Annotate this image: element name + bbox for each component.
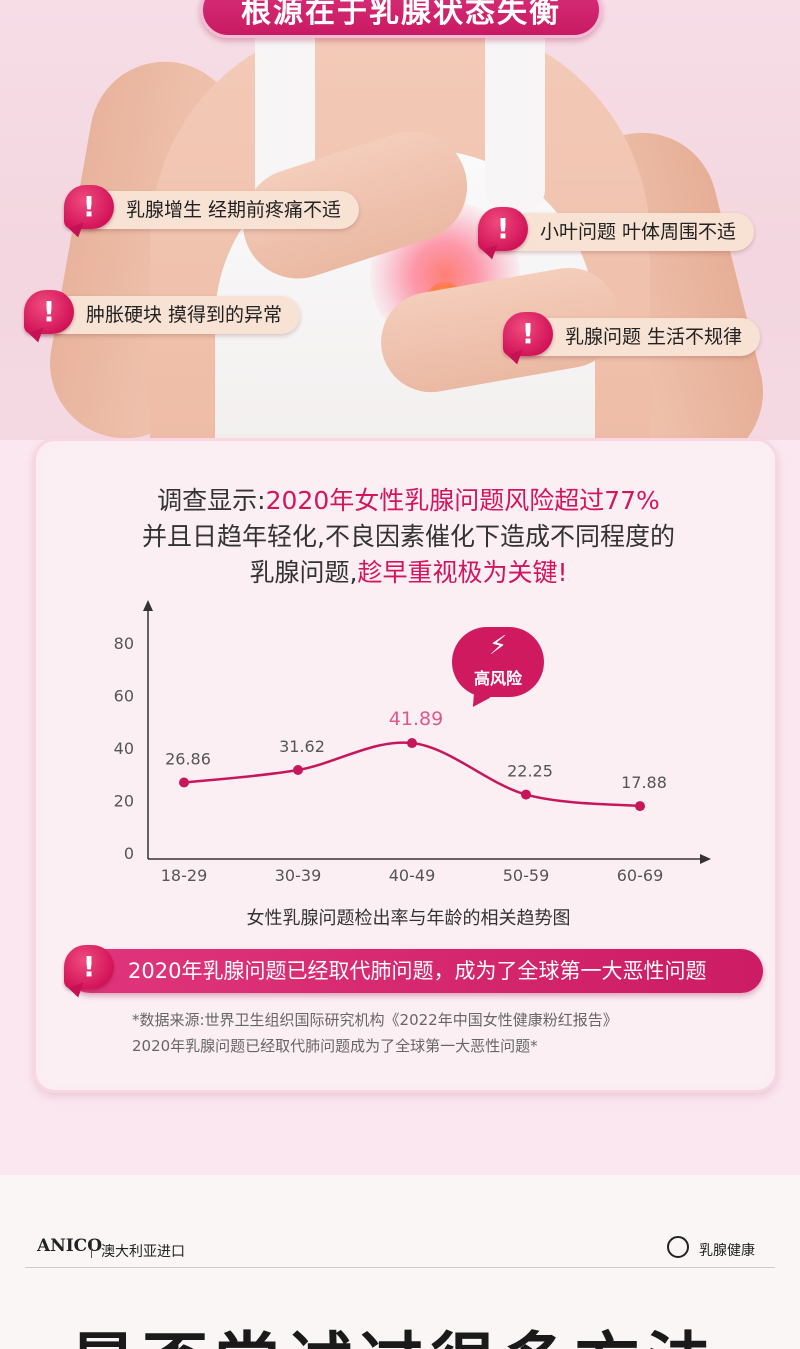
data-value-label: 17.88 — [621, 773, 667, 792]
alert-icon: ! — [64, 945, 114, 989]
high-risk-label: 高风险 — [473, 669, 522, 688]
y-tick-label: 20 — [114, 792, 134, 811]
hero-section: ! 乳腺增生 经期前疼痛不适 ! 小叶问题 叶体周围不适 ! 肿胀硬块 摸得到的… — [0, 0, 800, 440]
x-tick-label: 50-59 — [503, 866, 550, 885]
data-value-label: 22.25 — [507, 762, 553, 781]
symptom-tag-lump: ! 肿胀硬块 摸得到的异常 — [24, 290, 301, 334]
series-line — [183, 741, 641, 808]
category-label: 乳腺健康 — [699, 1243, 755, 1259]
survey-card: 调查显示:2020年女性乳腺问题风险超过77% 并且日趋年轻化,不良因素催化下造… — [33, 438, 778, 1093]
survey-line-1: 调查显示:2020年女性乳腺问题风险超过77% — [42, 481, 775, 517]
y-tick-label: 80 — [114, 634, 134, 653]
survey-prefix-2: 乳腺问题, — [249, 558, 358, 587]
brand-bar: ANICO 澳大利亚进口 乳腺健康 — [25, 1228, 775, 1268]
brand-divider — [91, 1240, 92, 1258]
symptom-text: 乳腺增生 经期前疼痛不适 — [126, 199, 342, 221]
y-tick-label: 0 — [124, 844, 134, 863]
alert-icon: ! — [24, 290, 74, 334]
warning-banner: ! 2020年乳腺问题已经取代肺问题，成为了全球第一大恶性问题 — [64, 945, 763, 993]
section-title: 根源在于乳腺状态失衡 — [200, 0, 602, 38]
symptom-text: 乳腺问题 生活不规律 — [565, 326, 743, 348]
chart-caption: 女性乳腺问题检出率与年龄的相关趋势图 — [246, 908, 571, 929]
symptom-tag-lifestyle: ! 乳腺问题 生活不规律 — [503, 312, 761, 356]
right-strap-illustration — [485, 20, 545, 210]
brand-logo: ANICO — [37, 1236, 103, 1256]
source-note-1: *数据来源:世界卫生组织国际研究机构《2022年中国女性健康粉红报告》 — [132, 1011, 618, 1029]
x-tick-label: 60-69 — [617, 866, 664, 885]
y-tick-labels: 0 20 40 60 80 — [114, 634, 134, 863]
y-tick-label: 60 — [114, 687, 134, 706]
data-point — [521, 789, 531, 800]
breast-health-icon — [667, 1236, 689, 1258]
data-point — [407, 738, 417, 749]
x-tick-label: 18-29 — [161, 866, 208, 885]
y-axis — [143, 600, 153, 859]
symptom-text: 肿胀硬块 摸得到的异常 — [86, 304, 283, 326]
data-point — [179, 777, 189, 788]
x-tick-labels: 18-29 30-39 40-49 50-59 60-69 — [161, 866, 664, 885]
lightning-icon: ⚡ — [488, 631, 508, 661]
survey-card-inner: 调查显示:2020年女性乳腺问题风险超过77% 并且日趋年轻化,不良因素催化下造… — [42, 447, 769, 1084]
symptom-tag-lobule: ! 小叶问题 叶体周围不适 — [478, 207, 755, 251]
data-points — [179, 738, 645, 812]
data-value-label: 31.62 — [279, 737, 325, 756]
next-section — [0, 1175, 800, 1349]
origin-label: 澳大利亚进口 — [101, 1244, 185, 1260]
survey-line-2: 并且日趋年轻化,不良因素催化下造成不同程度的 — [142, 522, 675, 551]
symptom-text: 小叶问题 叶体周围不适 — [540, 221, 737, 243]
survey-line-3: 乳腺问题,趁早重视极为关键! — [42, 553, 775, 589]
source-note-2: 2020年乳腺问题已经取代肺问题成为了全球第一大恶性问题* — [132, 1037, 538, 1055]
data-value-label: 26.86 — [165, 749, 211, 768]
x-tick-label: 30-39 — [275, 866, 322, 885]
high-risk-badge: ⚡ 高风险 — [452, 627, 544, 697]
next-heading: 是否尝试过很多方法 — [70, 1310, 718, 1349]
x-tick-label: 40-49 — [389, 866, 436, 885]
y-tick-label: 40 — [114, 739, 134, 758]
alert-icon: ! — [503, 312, 553, 356]
banner-text: 2020年乳腺问题已经取代肺问题，成为了全球第一大恶性问题 — [128, 959, 707, 983]
symptom-tag-hyperplasia: ! 乳腺增生 经期前疼痛不适 — [64, 185, 360, 229]
alert-icon: ! — [64, 185, 114, 229]
survey-highlight-2: 趁早重视极为关键! — [357, 558, 568, 587]
data-point — [635, 801, 645, 812]
data-value-label: 41.89 — [389, 708, 443, 730]
trend-chart: 0 20 40 60 80 18-29 30-39 40-49 50-59 60-69 26.8… — [114, 600, 711, 885]
survey-prefix: 调查显示: — [157, 486, 266, 515]
x-axis — [148, 854, 711, 864]
alert-icon: ! — [478, 207, 528, 251]
data-value-labels: 26.86 31.62 41.89 22.25 17.88 — [165, 708, 667, 792]
survey-highlight: 2020年女性乳腺问题风险超过77% — [265, 486, 660, 515]
data-point — [293, 764, 303, 775]
